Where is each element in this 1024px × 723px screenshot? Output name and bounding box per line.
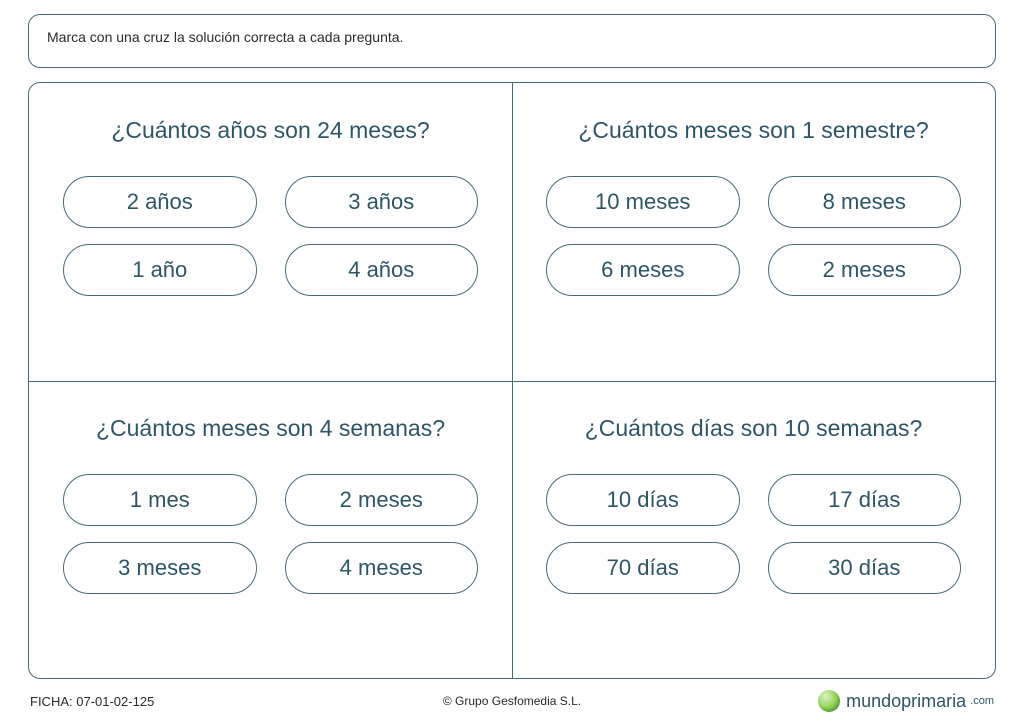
- questions-grid: ¿Cuántos años son 24 meses? 2 años 3 año…: [28, 82, 996, 679]
- question-prompt: ¿Cuántos días son 10 semanas?: [585, 415, 923, 442]
- answer-option[interactable]: 2 meses: [768, 244, 962, 296]
- question-cell-1: ¿Cuántos años son 24 meses? 2 años 3 año…: [29, 83, 512, 381]
- question-cell-4: ¿Cuántos días son 10 semanas? 10 días 17…: [512, 381, 995, 679]
- answer-option[interactable]: 2 meses: [285, 474, 479, 526]
- footer: FICHA: 07-01-02-125 © Grupo Gesfomedia S…: [28, 679, 996, 723]
- question-prompt: ¿Cuántos meses son 1 semestre?: [578, 117, 928, 144]
- option-grid: 1 mes 2 meses 3 meses 4 meses: [63, 474, 478, 594]
- answer-option[interactable]: 1 año: [63, 244, 257, 296]
- globe-icon: [818, 690, 840, 712]
- answer-option[interactable]: 30 días: [768, 542, 962, 594]
- copyright-text: © Grupo Gesfomedia S.L.: [443, 694, 581, 708]
- answer-option[interactable]: 70 días: [546, 542, 740, 594]
- option-grid: 10 meses 8 meses 6 meses 2 meses: [546, 176, 961, 296]
- question-cell-2: ¿Cuántos meses son 1 semestre? 10 meses …: [512, 83, 995, 381]
- question-cell-3: ¿Cuántos meses son 4 semanas? 1 mes 2 me…: [29, 381, 512, 679]
- question-prompt: ¿Cuántos años son 24 meses?: [111, 117, 429, 144]
- answer-option[interactable]: 10 días: [546, 474, 740, 526]
- answer-option[interactable]: 3 meses: [63, 542, 257, 594]
- worksheet-page: Marca con una cruz la solución correcta …: [0, 0, 1024, 723]
- answer-option[interactable]: 2 años: [63, 176, 257, 228]
- instruction-box: Marca con una cruz la solución correcta …: [28, 14, 996, 68]
- answer-option[interactable]: 17 días: [768, 474, 962, 526]
- instruction-text: Marca con una cruz la solución correcta …: [47, 29, 403, 45]
- answer-option[interactable]: 4 años: [285, 244, 479, 296]
- brand-name: mundoprimaria: [846, 691, 966, 712]
- answer-option[interactable]: 4 meses: [285, 542, 479, 594]
- answer-option[interactable]: 1 mes: [63, 474, 257, 526]
- answer-option[interactable]: 3 años: [285, 176, 479, 228]
- option-grid: 2 años 3 años 1 año 4 años: [63, 176, 478, 296]
- answer-option[interactable]: 10 meses: [546, 176, 740, 228]
- brand-tld: .com: [970, 695, 994, 707]
- brand-logo: mundoprimaria .com: [818, 690, 994, 712]
- ficha-code: FICHA: 07-01-02-125: [30, 694, 154, 709]
- answer-option[interactable]: 6 meses: [546, 244, 740, 296]
- option-grid: 10 días 17 días 70 días 30 días: [546, 474, 961, 594]
- answer-option[interactable]: 8 meses: [768, 176, 962, 228]
- question-prompt: ¿Cuántos meses son 4 semanas?: [96, 415, 445, 442]
